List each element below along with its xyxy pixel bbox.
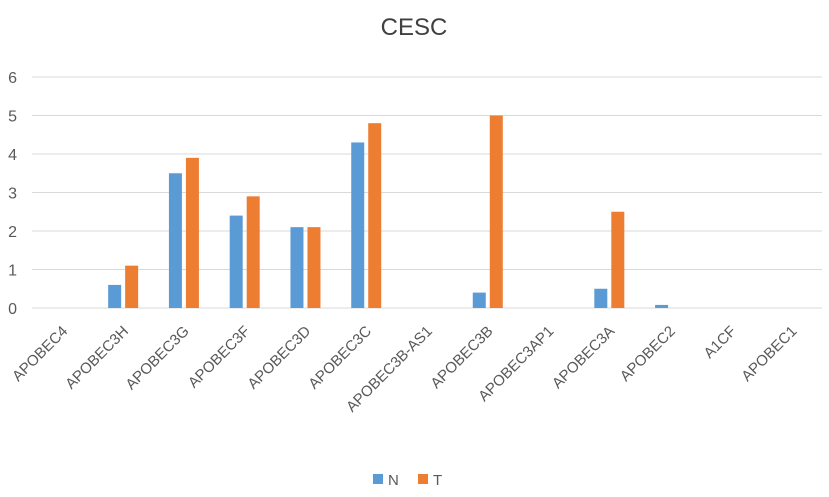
category-label: APOBEC1	[738, 323, 800, 385]
legend-swatch-T	[418, 474, 428, 484]
y-tick-label: 5	[8, 109, 17, 126]
bar-T-apobec3a	[611, 211, 625, 308]
chart-title: CESC	[381, 14, 448, 41]
bar-N-apobec3b	[472, 292, 486, 308]
bar-T-apobec3g	[185, 157, 199, 308]
category-label: APOBEC3H	[62, 323, 132, 393]
bar-N-apobec3f	[229, 215, 243, 308]
y-axis-ticks: 0 1 2 3 4 5 6	[8, 70, 17, 318]
category-label: APOBEC3G	[122, 323, 192, 393]
category-label: APOBEC4	[9, 323, 71, 385]
bar-N-apobec3a	[594, 288, 608, 308]
bar-T-apobec3b	[489, 115, 503, 308]
y-tick-label: 1	[8, 263, 17, 280]
y-tick-label: 2	[8, 224, 17, 241]
y-tick-label: 6	[8, 70, 17, 87]
bar-N-apobec3g	[168, 173, 182, 308]
bar-T-apobec3f	[246, 196, 260, 308]
bar-T-apobec3d	[307, 227, 321, 308]
bar-N-apobec3c	[351, 142, 365, 308]
category-label: A1CF	[701, 323, 740, 362]
legend-label: T	[433, 472, 442, 489]
legend-label: N	[388, 472, 399, 489]
y-tick-label: 4	[8, 147, 17, 164]
bar-N-apobec3h	[108, 284, 122, 308]
gridlines	[32, 76, 822, 309]
category-label: APOBEC3F	[185, 323, 254, 392]
bar-T-apobec3h	[125, 265, 139, 308]
category-label: APOBEC3D	[244, 323, 314, 393]
bar-N-apobec3d	[290, 227, 304, 308]
y-tick-label: 3	[8, 186, 17, 203]
bars	[108, 115, 669, 308]
bar-N-apobec2	[655, 304, 669, 308]
category-label: APOBEC3A	[549, 323, 618, 392]
legend-swatch-N	[373, 474, 383, 484]
bar-T-apobec3c	[368, 123, 382, 308]
y-tick-label: 0	[8, 301, 17, 318]
category-label: APOBEC2	[617, 323, 679, 385]
